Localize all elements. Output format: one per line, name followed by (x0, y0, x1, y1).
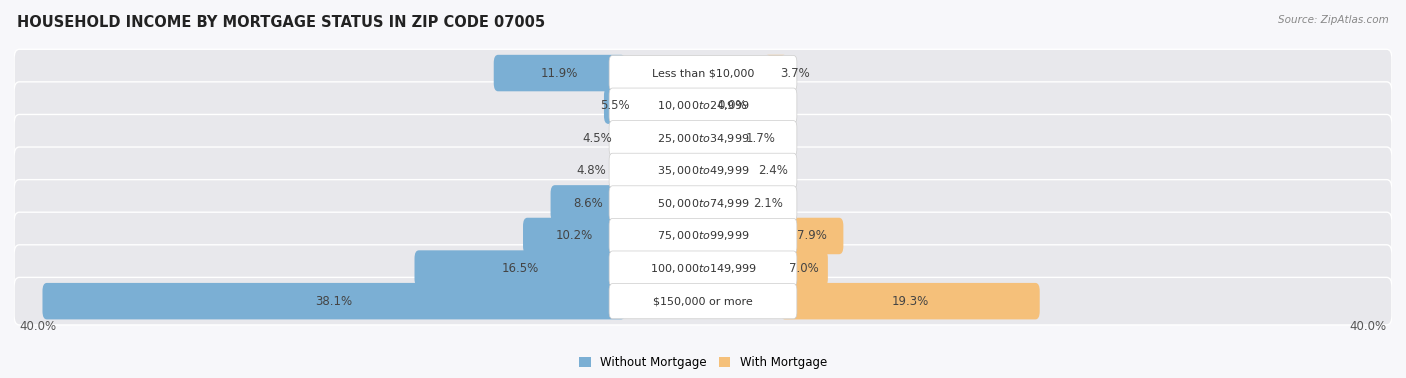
FancyBboxPatch shape (780, 283, 1039, 319)
Text: 2.1%: 2.1% (754, 197, 783, 210)
Text: $150,000 or more: $150,000 or more (654, 296, 752, 306)
FancyBboxPatch shape (621, 120, 626, 156)
Text: $25,000 to $34,999: $25,000 to $34,999 (657, 132, 749, 145)
Text: 10.2%: 10.2% (555, 229, 593, 243)
FancyBboxPatch shape (609, 251, 797, 286)
FancyBboxPatch shape (605, 87, 626, 124)
FancyBboxPatch shape (494, 55, 626, 91)
Text: 38.1%: 38.1% (315, 295, 353, 308)
Legend: Without Mortgage, With Mortgage: Without Mortgage, With Mortgage (574, 352, 832, 374)
FancyBboxPatch shape (14, 180, 1392, 227)
FancyBboxPatch shape (14, 245, 1392, 292)
FancyBboxPatch shape (609, 153, 797, 188)
FancyBboxPatch shape (14, 277, 1392, 325)
FancyBboxPatch shape (609, 218, 797, 254)
Text: 4.8%: 4.8% (576, 164, 606, 177)
FancyBboxPatch shape (616, 153, 626, 189)
Text: 0.0%: 0.0% (717, 99, 747, 112)
Text: $100,000 to $149,999: $100,000 to $149,999 (650, 262, 756, 275)
FancyBboxPatch shape (609, 186, 797, 221)
FancyBboxPatch shape (551, 185, 626, 222)
Text: 1.7%: 1.7% (747, 132, 776, 145)
FancyBboxPatch shape (42, 283, 626, 319)
Text: 4.5%: 4.5% (582, 132, 612, 145)
Text: $75,000 to $99,999: $75,000 to $99,999 (657, 229, 749, 243)
FancyBboxPatch shape (744, 153, 785, 189)
FancyBboxPatch shape (733, 120, 785, 156)
Text: 19.3%: 19.3% (891, 295, 929, 308)
Text: $50,000 to $74,999: $50,000 to $74,999 (657, 197, 749, 210)
Text: 5.5%: 5.5% (600, 99, 630, 112)
Text: 40.0%: 40.0% (1350, 320, 1386, 333)
Text: $10,000 to $24,999: $10,000 to $24,999 (657, 99, 749, 112)
Text: $35,000 to $49,999: $35,000 to $49,999 (657, 164, 749, 177)
FancyBboxPatch shape (609, 121, 797, 156)
FancyBboxPatch shape (766, 55, 785, 91)
Text: 16.5%: 16.5% (502, 262, 538, 275)
FancyBboxPatch shape (780, 218, 844, 254)
FancyBboxPatch shape (780, 250, 828, 287)
FancyBboxPatch shape (415, 250, 626, 287)
Text: Less than $10,000: Less than $10,000 (652, 68, 754, 78)
Text: 7.0%: 7.0% (789, 262, 820, 275)
Text: 3.7%: 3.7% (780, 67, 810, 79)
FancyBboxPatch shape (609, 284, 797, 319)
FancyBboxPatch shape (14, 212, 1392, 260)
FancyBboxPatch shape (14, 115, 1392, 162)
Text: 7.9%: 7.9% (797, 229, 827, 243)
Text: HOUSEHOLD INCOME BY MORTGAGE STATUS IN ZIP CODE 07005: HOUSEHOLD INCOME BY MORTGAGE STATUS IN Z… (17, 15, 546, 30)
FancyBboxPatch shape (14, 49, 1392, 97)
FancyBboxPatch shape (14, 147, 1392, 195)
Text: 2.4%: 2.4% (758, 164, 787, 177)
Text: 40.0%: 40.0% (20, 320, 56, 333)
FancyBboxPatch shape (14, 82, 1392, 129)
Text: 8.6%: 8.6% (574, 197, 603, 210)
Text: 11.9%: 11.9% (541, 67, 578, 79)
FancyBboxPatch shape (609, 56, 797, 91)
FancyBboxPatch shape (609, 88, 797, 123)
Text: Source: ZipAtlas.com: Source: ZipAtlas.com (1278, 15, 1389, 25)
FancyBboxPatch shape (523, 218, 626, 254)
FancyBboxPatch shape (740, 185, 785, 222)
